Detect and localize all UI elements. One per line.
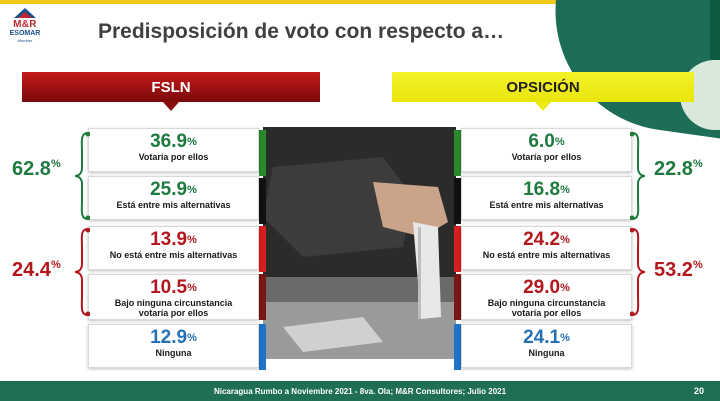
opposition-value-votaria: 6.0% — [528, 131, 565, 152]
footer-source: Nicaragua Rumbo a Noviembre 2021 - 8va. … — [0, 381, 720, 401]
fsln-arrow-icon — [163, 102, 179, 111]
right-accent-2 — [454, 178, 461, 224]
fsln-card-votaria: 36.9% Votaría por ellos — [88, 128, 259, 172]
ballot-box-photo — [263, 127, 456, 359]
opposition-negative-total: 53.2% — [654, 259, 703, 281]
logo-emblem-icon — [12, 6, 38, 20]
fsln-label-votaria: Votaría por ellos — [138, 152, 209, 162]
left-accent-4 — [259, 274, 266, 320]
fsln-value-alternativas: 25.9% — [150, 179, 197, 200]
page-title: Predisposición de voto con respecto a… — [98, 20, 505, 43]
fsln-positive-brace-icon — [74, 132, 90, 220]
opposition-card-bajo-ninguna: 29.0% Bajo ninguna circunstancia votaría… — [461, 274, 632, 320]
opposition-label-ninguna: Ninguna — [528, 348, 565, 358]
opposition-card-ninguna: 24.1% Ninguna — [461, 324, 632, 368]
opposition-negative-brace-icon — [630, 228, 646, 316]
opposition-card-no-alternativas: 24.2% No está entre mis alternativas — [461, 226, 632, 270]
right-accent-4 — [454, 274, 461, 320]
opposition-header: OPSICIÓN — [392, 72, 694, 102]
fsln-card-alternativas: 25.9% Está entre mis alternativas — [88, 176, 259, 220]
opposition-positive-brace-icon — [630, 132, 646, 220]
right-accent-5 — [454, 324, 461, 370]
fsln-positive-total: 62.8% — [12, 158, 61, 180]
fsln-header: FSLN — [22, 72, 320, 102]
logo-text: M&R — [13, 19, 37, 30]
page-number: 20 — [693, 386, 704, 396]
fsln-value-bajo-ninguna: 10.5% — [150, 277, 197, 298]
top-accent-stripe — [0, 0, 720, 4]
opposition-value-no-alternativas: 24.2% — [523, 229, 570, 250]
fsln-negative-total: 24.4% — [12, 259, 61, 281]
fsln-negative-brace-icon — [74, 228, 90, 316]
fsln-label-ninguna: Ninguna — [155, 348, 192, 358]
fsln-label-bajo-ninguna-2: votaría por ellos — [138, 308, 209, 318]
opposition-label-bajo-ninguna-2: votaría por ellos — [511, 308, 582, 318]
right-accent-1 — [454, 130, 461, 176]
opposition-arrow-icon — [535, 102, 551, 111]
fsln-card-ninguna: 12.9% Ninguna — [88, 324, 259, 368]
fsln-label-alternativas: Está entre mis alternativas — [116, 200, 231, 210]
fsln-card-bajo-ninguna: 10.5% Bajo ninguna circunstancia votaría… — [88, 274, 259, 320]
logo-esomar: ESOMAR — [9, 30, 41, 37]
left-accent-3 — [259, 226, 266, 272]
fsln-value-no-alternativas: 13.9% — [150, 229, 197, 250]
corner-decoration-dark — [710, 0, 720, 60]
opposition-label-bajo-ninguna-1: Bajo ninguna circunstancia — [487, 298, 606, 308]
right-accent-3 — [454, 226, 461, 272]
opposition-card-votaria: 6.0% Votaría por ellos — [461, 128, 632, 172]
opposition-label-votaria: Votaría por ellos — [511, 152, 582, 162]
fsln-value-ninguna: 12.9% — [150, 327, 197, 348]
fsln-label-bajo-ninguna-1: Bajo ninguna circunstancia — [114, 298, 233, 308]
left-accent-5 — [259, 324, 266, 370]
opposition-value-bajo-ninguna: 29.0% — [523, 277, 570, 298]
opposition-card-alternativas: 16.8% Está entre mis alternativas — [461, 176, 632, 220]
fsln-card-no-alternativas: 13.9% No está entre mis alternativas — [88, 226, 259, 270]
opposition-positive-total: 22.8% — [654, 158, 703, 180]
fsln-label-no-alternativas: No está entre mis alternativas — [109, 250, 238, 260]
opposition-label-alternativas: Está entre mis alternativas — [489, 200, 604, 210]
opposition-label-no-alternativas: No está entre mis alternativas — [482, 250, 611, 260]
left-accent-1 — [259, 130, 266, 176]
opposition-value-ninguna: 24.1% — [523, 327, 570, 348]
fsln-value-votaria: 36.9% — [150, 131, 197, 152]
footer-source-text: Nicaragua Rumbo a Noviembre 2021 - 8va. … — [213, 386, 507, 396]
opposition-value-alternativas: 16.8% — [523, 179, 570, 200]
left-accent-2 — [259, 178, 266, 224]
company-logo: M&R ESOMAR Member — [6, 6, 44, 50]
logo-caption: Member — [17, 38, 33, 43]
